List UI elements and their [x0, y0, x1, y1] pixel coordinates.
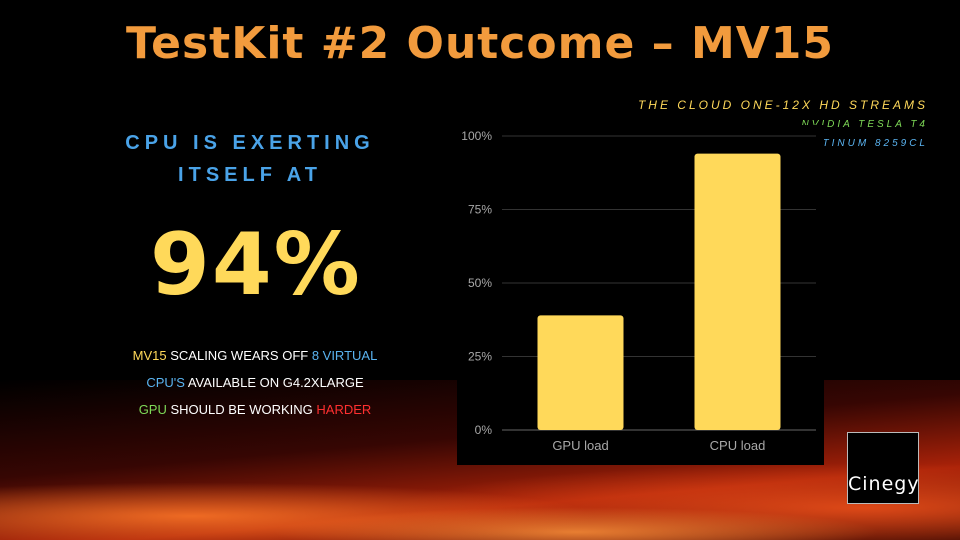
note-line-2: CPU'S AVAILABLE ON G4.2XLARGE: [90, 369, 420, 396]
y-tick-label: 50%: [468, 276, 492, 290]
load-chart-svg: 0% 25% 50% 75% 100% GPU load CPU load: [457, 125, 824, 465]
cinegy-logo: Cinegy: [847, 432, 919, 504]
info-streams: THE CLOUD ONE-12X HD STREAMS: [637, 98, 928, 112]
findings-notes: MV15 SCALING WEARS OFF 8 VIRTUAL CPU'S A…: [90, 342, 420, 423]
y-tick-label: 25%: [468, 350, 492, 364]
load-chart: 0% 25% 50% 75% 100% GPU load CPU load: [452, 125, 824, 465]
note-gpu: GPU: [138, 402, 167, 417]
cpu-headline-line2: ITSELF AT: [178, 164, 322, 186]
cinegy-logo-text: Cinegy: [848, 473, 920, 495]
info-gpu-model: NVIDIA TESLA T4: [801, 119, 928, 130]
note-8-virtual: 8 VIRTUAL: [311, 348, 378, 363]
note-scaling-text: SCALING WEARS OFF: [166, 348, 312, 363]
cpu-headline: CPU IS EXERTING ITSELF AT: [120, 127, 380, 191]
note-mv15: MV15: [132, 348, 167, 363]
cpu-headline-line1: CPU IS EXERTING: [125, 132, 375, 154]
note-line-1: MV15 SCALING WEARS OFF 8 VIRTUAL: [90, 342, 420, 369]
note-available-text: AVAILABLE ON G4.2XLARGE: [184, 375, 364, 390]
note-harder: HARDER: [316, 402, 372, 417]
note-line-3: GPU SHOULD BE WORKING HARDER: [90, 396, 420, 423]
y-tick-label: 0%: [475, 423, 493, 437]
x-category-label: GPU load: [552, 438, 608, 453]
bar-gpu-load: [537, 315, 624, 430]
slide-title: TestKit #2 Outcome – MV15: [125, 18, 835, 69]
y-tick-label: 100%: [461, 129, 492, 143]
note-should-text: SHOULD BE WORKING: [166, 402, 317, 417]
cpu-percentage: 94%: [150, 215, 362, 315]
x-category-label: CPU load: [710, 438, 766, 453]
note-cpus: CPU'S: [146, 375, 185, 390]
bar-cpu-load: [694, 153, 781, 430]
y-tick-label: 75%: [468, 203, 492, 217]
